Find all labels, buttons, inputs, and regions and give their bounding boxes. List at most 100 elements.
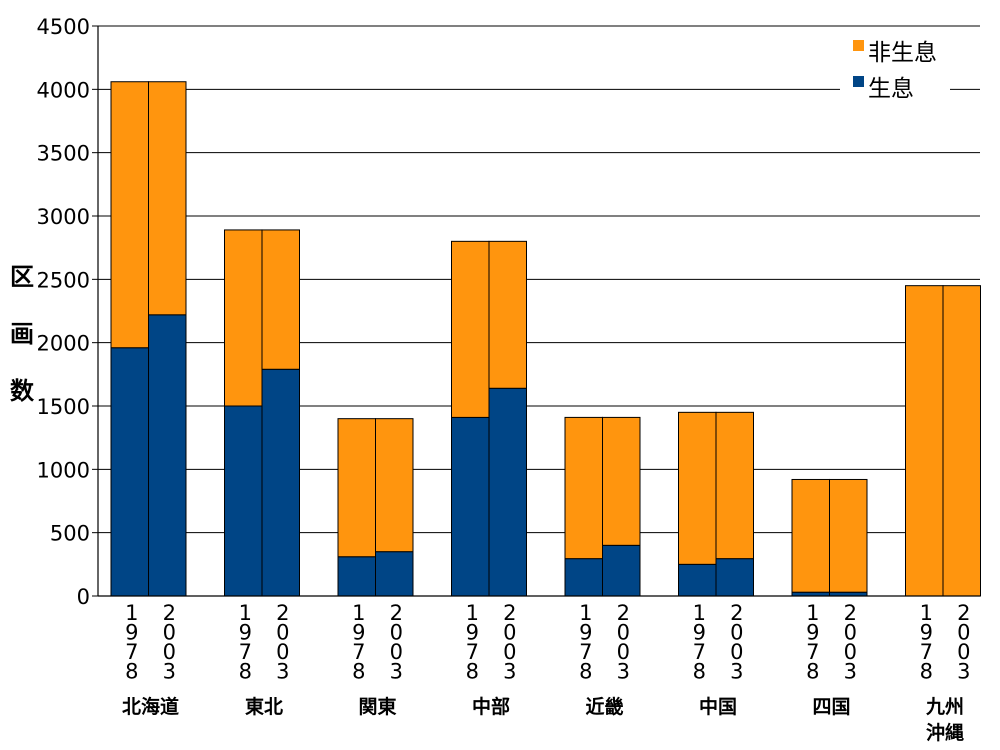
x-tick-year-digit: 0: [957, 621, 970, 645]
bar-segment: [261, 229, 300, 370]
x-tick-labels: 19782003北海道19782003東北19782003関東19782003中…: [122, 601, 970, 744]
x-tick-year-digit: 2: [390, 601, 403, 625]
x-tick-year-digit: 1: [352, 601, 365, 625]
x-tick-year-digit: 0: [503, 621, 516, 645]
x-region-label: 九州: [925, 696, 964, 718]
x-tick-year-digit: 2: [730, 601, 743, 625]
bar-segment: [715, 411, 754, 560]
bar-segment: [224, 405, 263, 597]
x-tick-year-digit: 9: [920, 621, 933, 645]
x-tick-year-digit: 1: [693, 601, 706, 625]
x-tick-year-digit: 9: [125, 621, 138, 645]
bar-segment: [564, 416, 603, 560]
x-tick-year-digit: 8: [239, 660, 252, 684]
bars: [110, 81, 981, 597]
x-tick-year-digit: 9: [352, 621, 365, 645]
x-tick-year-digit: 2: [844, 601, 857, 625]
y-tick-label: 2500: [37, 268, 90, 292]
x-tick-year-digit: 0: [163, 621, 176, 645]
axes: [92, 25, 980, 597]
bar-segment: [942, 285, 981, 597]
x-tick-year-digit: 7: [693, 640, 706, 664]
bar-segment: [148, 314, 187, 597]
x-tick-year-digit: 1: [920, 601, 933, 625]
x-tick-year-digit: 0: [276, 640, 289, 664]
x-tick-year-digit: 7: [806, 640, 819, 664]
x-tick-year-digit: 9: [806, 621, 819, 645]
bar-segment: [224, 229, 263, 407]
x-tick-year-digit: 8: [920, 660, 933, 684]
y-axis-label-char: 数: [10, 377, 35, 405]
bar-segment: [602, 416, 641, 546]
bar-segment: [261, 368, 300, 597]
x-tick-year-digit: 3: [617, 660, 630, 684]
y-axis-label-char: 画: [10, 320, 34, 348]
x-tick-year-digit: 3: [390, 660, 403, 684]
x-tick-year-digit: 1: [579, 601, 592, 625]
bar-segment: [451, 240, 490, 418]
bar-segment: [602, 544, 641, 597]
bar-segment: [905, 285, 944, 597]
x-tick-year-digit: 8: [125, 660, 138, 684]
bar-segment: [791, 478, 830, 593]
x-tick-year-digit: 8: [806, 660, 819, 684]
x-tick-year-digit: 7: [352, 640, 365, 664]
x-tick-year-digit: 1: [806, 601, 819, 625]
y-tick-label: 0: [77, 585, 90, 609]
x-tick-year-digit: 7: [239, 640, 252, 664]
legend-swatch: [853, 40, 864, 51]
x-region-label: 関東: [358, 695, 396, 718]
bar-segment: [451, 416, 490, 597]
x-tick-year-digit: 7: [920, 640, 933, 664]
x-tick-year-digit: 0: [730, 621, 743, 645]
x-region-label: 東北: [245, 695, 283, 718]
x-tick-year-digit: 9: [466, 621, 479, 645]
y-tick-label: 4000: [37, 78, 90, 102]
bar-segment: [678, 563, 717, 597]
bar-segment: [375, 551, 414, 597]
x-tick-year-digit: 0: [163, 640, 176, 664]
legend-label: 生息: [868, 76, 914, 102]
x-tick-year-digit: 2: [503, 601, 516, 625]
x-tick-year-digit: 3: [163, 660, 176, 684]
bar-segment: [337, 418, 376, 558]
bar-segment: [148, 81, 187, 316]
y-tick-label: 1500: [37, 395, 90, 419]
x-tick-year-digit: 3: [276, 660, 289, 684]
x-tick-year-digit: 0: [844, 640, 857, 664]
x-tick-year-digit: 7: [466, 640, 479, 664]
x-tick-year-digit: 2: [957, 601, 970, 625]
y-tick-label: 1000: [37, 458, 90, 482]
x-tick-year-digit: 0: [957, 640, 970, 664]
x-tick-year-digit: 0: [844, 621, 857, 645]
bar-segment: [110, 347, 149, 597]
x-tick-year-digit: 3: [844, 660, 857, 684]
x-region-label: 沖縄: [926, 721, 964, 744]
y-tick-label: 3500: [37, 142, 90, 166]
x-tick-year-digit: 9: [693, 621, 706, 645]
y-tick-labels: 0 500 1000 1500 2000 2500 3000 3500 4000 4500: [37, 15, 90, 609]
bar-segment: [715, 558, 754, 597]
x-tick-year-digit: 8: [352, 660, 365, 684]
x-tick-year-digit: 0: [617, 640, 630, 664]
x-tick-year-digit: 2: [163, 601, 176, 625]
x-region-label: 近畿: [585, 695, 623, 718]
x-tick-year-digit: 9: [239, 621, 252, 645]
bar-segment: [110, 81, 149, 349]
x-tick-year-digit: 0: [617, 621, 630, 645]
bar-segment: [678, 411, 717, 565]
x-tick-year-digit: 8: [579, 660, 592, 684]
x-tick-year-digit: 3: [730, 660, 743, 684]
y-tick-label: 500: [50, 522, 90, 546]
x-tick-year-digit: 0: [390, 640, 403, 664]
bar-segment: [488, 240, 527, 389]
x-region-label: 北海道: [122, 695, 179, 718]
x-tick-year-digit: 8: [466, 660, 479, 684]
x-tick-year-digit: 0: [730, 640, 743, 664]
legend-label: 非生息: [868, 40, 937, 66]
y-tick-label: 3000: [37, 205, 90, 229]
y-axis-label-char: 区: [10, 263, 34, 291]
x-tick-year-digit: 0: [390, 621, 403, 645]
bar-segment: [488, 387, 527, 597]
